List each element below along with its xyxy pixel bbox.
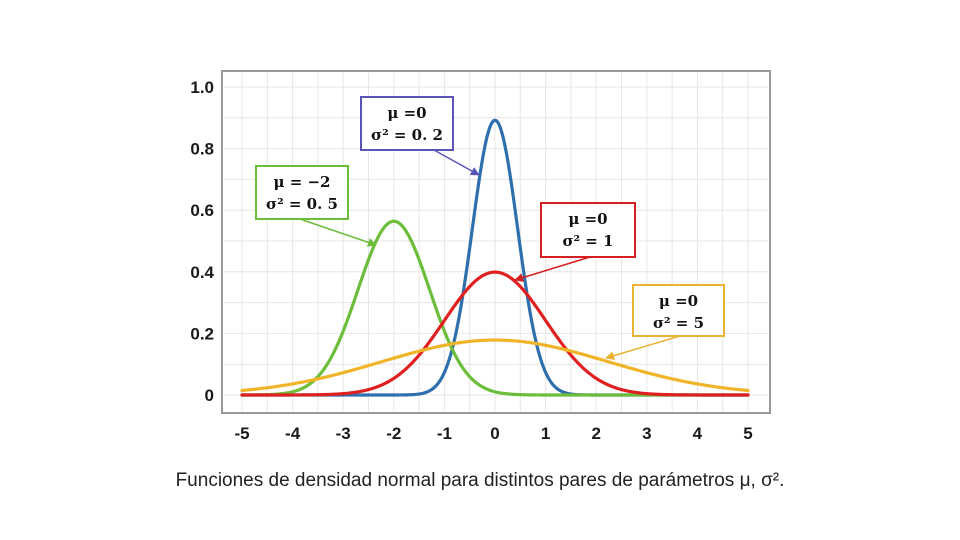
annotation-arrow: [605, 335, 681, 361]
series-line: [240, 270, 750, 397]
annotation-mu-label: μ =0: [568, 210, 607, 228]
annotation-arrow: [299, 218, 377, 247]
x-tick-label: -5: [234, 424, 249, 443]
y-tick-label: 0: [205, 386, 214, 405]
annotation-mu-label: μ =0: [659, 292, 698, 310]
series-line: [240, 338, 750, 393]
annotation-box: [540, 202, 636, 258]
annotation-arrow: [433, 149, 480, 176]
annotation-arrow: [514, 256, 591, 282]
x-tick-labels: -5 -4 -3 -2 -1 0 1 2 3 4 5: [234, 424, 752, 443]
annotation-mu-label: μ =0: [387, 104, 426, 122]
x-tick-label: 5: [743, 424, 752, 443]
annotation-mu-label: μ = −2: [274, 173, 331, 191]
x-tick-label: -1: [437, 424, 452, 443]
annotation-sigma-label: σ² = 0. 2: [371, 126, 443, 144]
x-tick-label: 4: [693, 424, 703, 443]
annotation-sigma-label: σ² = 1: [562, 232, 613, 250]
y-tick-label: 0.4: [190, 263, 214, 282]
x-tick-label: 2: [591, 424, 600, 443]
series-layer: [240, 118, 750, 397]
annotation-box: [632, 284, 725, 337]
y-tick-label: 0.6: [190, 201, 214, 220]
annotations: μ =0 σ² = 0. 2 μ = −2 σ² = 0. 5 μ =0 σ² = 1 μ …: [255, 96, 725, 361]
x-tick-label: 0: [490, 424, 499, 443]
annotation-box: [360, 96, 454, 151]
x-tick-label: -4: [285, 424, 301, 443]
annotation-sigma-label: σ² = 5: [653, 314, 704, 332]
y-tick-label: 0.2: [190, 324, 214, 343]
x-tick-label: 1: [541, 424, 550, 443]
y-tick-labels: 0 0.2 0.4 0.6 0.8 1.0: [190, 78, 214, 405]
annotation-sigma-label: σ² = 0. 5: [266, 195, 338, 213]
annotation-box: [255, 165, 349, 220]
y-tick-label: 1.0: [190, 78, 214, 97]
x-tick-label: -2: [386, 424, 401, 443]
figure-caption: Funciones de densidad normal para distin…: [175, 470, 785, 491]
plot-frame: [221, 70, 771, 414]
x-tick-label: 3: [642, 424, 651, 443]
y-tick-label: 0.8: [190, 140, 214, 159]
x-tick-label: -3: [336, 424, 351, 443]
